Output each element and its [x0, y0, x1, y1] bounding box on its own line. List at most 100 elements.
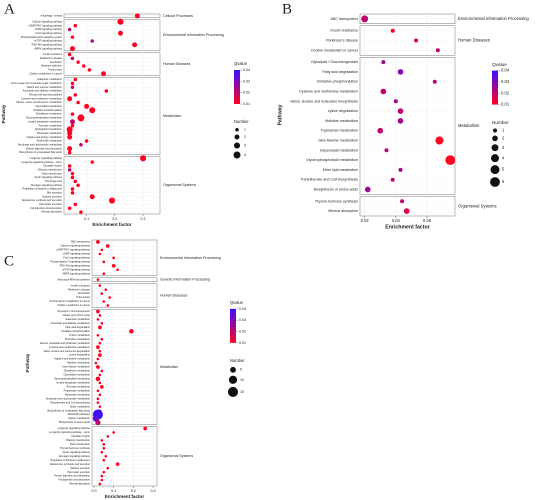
dot — [96, 397, 100, 401]
dot — [98, 381, 102, 385]
dot — [102, 443, 106, 446]
pathway-label: Biosynthesis of amino acids — [59, 421, 91, 424]
group-label: Metabolism — [458, 123, 480, 128]
dot — [84, 139, 89, 143]
panel-letter: A — [4, 1, 15, 17]
dot — [96, 389, 100, 393]
pathway-label: Glutathione metabolism — [36, 113, 62, 116]
size-legend-label: 15 — [240, 390, 244, 394]
pathway-label: Fat digestion and absorption — [30, 207, 62, 210]
pathway-label: Calcium signaling pathway — [60, 245, 90, 248]
dot — [98, 314, 102, 317]
qvalue-legend-title: Qvalue — [234, 61, 248, 66]
pathway-label: Thyroid hormone synthesis — [60, 447, 91, 450]
pathway-label: cAMP signaling pathway — [63, 253, 91, 256]
dot — [364, 186, 371, 193]
pathway-label: Thyroid hormone synthesis — [315, 199, 358, 203]
pathway-label: Calcium signaling pathway — [32, 20, 62, 23]
dot — [73, 93, 78, 97]
dot — [102, 470, 106, 474]
dot — [98, 393, 102, 397]
x-axis-title: Enrichment factor — [92, 222, 132, 227]
dot — [70, 123, 75, 128]
colorbar-tick-label: 0.01 — [501, 102, 510, 107]
dot — [400, 199, 405, 204]
pathway-label: Phosphatidylinositol signaling system — [21, 36, 62, 39]
dot — [70, 187, 75, 191]
dot — [108, 197, 116, 204]
dot — [67, 146, 73, 152]
dot — [70, 171, 75, 176]
size-legend-label: 5 — [240, 368, 242, 372]
dot — [106, 304, 110, 307]
size-legend-dot — [235, 128, 239, 132]
pathway-label: Vitamin B6 metabolism — [36, 140, 62, 143]
facet-panel — [63, 52, 161, 76]
dot — [90, 160, 94, 164]
dot — [67, 96, 73, 102]
dot — [96, 309, 100, 314]
pathway-label: Parkinson's disease — [326, 38, 358, 42]
pathway-label: Glycolysis / Gluconeogenesis — [57, 310, 90, 313]
pathway-label: Galactose metabolism — [37, 78, 62, 81]
x-tick-label: 0.1 — [111, 489, 116, 493]
dot — [76, 183, 80, 187]
y-axis-title: Pathway — [1, 104, 6, 123]
size-legend-dot — [230, 366, 236, 373]
pathway-label: Pyrimidine metabolism — [65, 338, 90, 341]
pathway-label: Glucagon signaling pathway — [59, 455, 91, 458]
colorbar-tick-label: 0.04 — [501, 68, 510, 73]
pathway-label: Longevity regulating pathway — [58, 427, 91, 430]
group-label: Metabolism — [160, 365, 178, 369]
size-legend-dot — [490, 165, 500, 175]
pathway-label: Oxidative phosphorylation — [33, 109, 62, 112]
pathway-label: Choline metabolism in cancer — [311, 48, 359, 52]
pathway-label: Amino sugar and nucleotide sugar metabol… — [11, 82, 62, 85]
dot — [73, 179, 78, 184]
pathway-label: Inositol phosphate metabolism — [56, 382, 90, 385]
pathway-label: Glycerolipid metabolism — [63, 374, 90, 377]
pathway-label: AMPK signaling pathway — [62, 272, 90, 275]
dot — [69, 46, 75, 52]
pathway-label: Insulin resistance — [330, 29, 358, 33]
dot — [115, 462, 120, 467]
pathway-label: Circadian rhythm — [43, 165, 62, 168]
dot — [67, 164, 72, 168]
dot — [132, 42, 138, 48]
group-label: Organismal Systems — [458, 203, 497, 208]
dot — [100, 292, 104, 295]
colorbar-tick-label: 0.03 — [501, 79, 510, 84]
dot — [102, 447, 106, 450]
dot — [67, 168, 72, 172]
dot — [112, 431, 115, 434]
dot — [98, 284, 102, 287]
pathway-label: Lysine degradation — [69, 354, 91, 357]
dot — [100, 474, 104, 478]
pathway-label: Citrate cycle (TCA cycle) — [63, 314, 91, 317]
pathway-label: mTOR signaling pathway — [34, 40, 63, 43]
dot — [106, 435, 110, 438]
pathway-label: ABC transporters — [71, 241, 91, 244]
pathway-label: Insulin signaling pathway — [62, 451, 91, 454]
pathway-label: Butanoate metabolism — [65, 393, 90, 396]
pathway-label: cGMP-PKG signaling pathway — [56, 249, 90, 252]
pathway-label: Aldosterone synthesis and secretion — [50, 463, 91, 466]
dot — [67, 27, 72, 32]
size-legend-dot — [233, 142, 241, 149]
size-legend-label: 4 — [502, 155, 505, 160]
dot — [102, 458, 106, 462]
pathway-label: Pantothenate and CoA biosynthesis — [50, 401, 90, 404]
dot — [67, 150, 72, 155]
pathway-label: Galactose metabolism — [65, 318, 90, 321]
pathway-label: Arginine and proline metabolism — [54, 358, 90, 361]
pathway-label: Aminoacyl-tRNA biosynthesis — [57, 278, 90, 281]
dot — [76, 60, 80, 64]
pathway-label: Biosynthesis of unsaturated fatty acids — [47, 409, 90, 412]
pathway-label: Pyruvate metabolism — [39, 124, 62, 127]
size-legend-dot — [492, 135, 498, 142]
qvalue-colorbar — [234, 70, 240, 104]
dot — [96, 365, 100, 369]
dot — [140, 155, 147, 162]
pathway-label: Glycerophospholipid metabolism — [26, 117, 62, 120]
pathway-label: Salivary secretion — [42, 195, 62, 198]
